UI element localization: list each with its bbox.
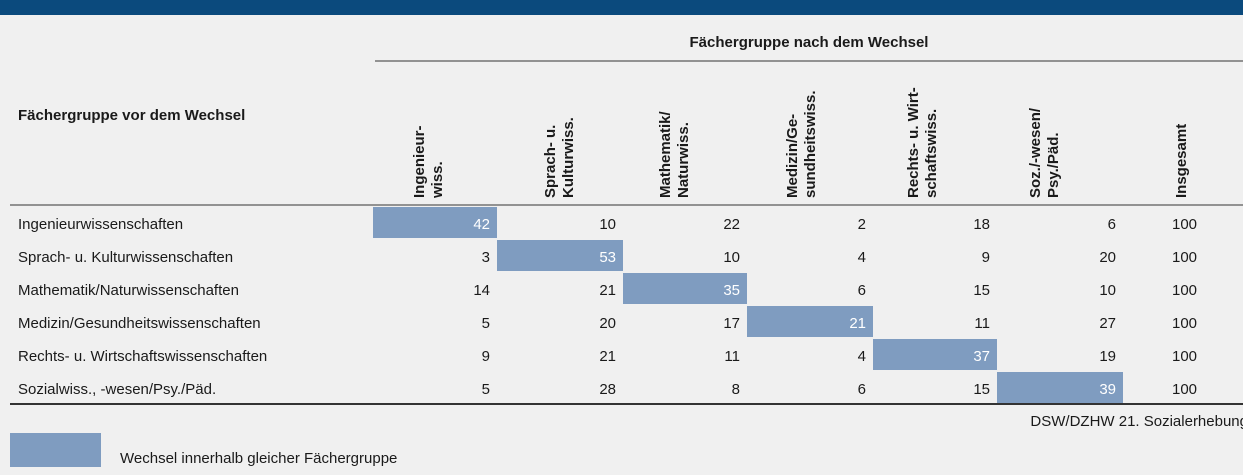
column-header: Ingenieur-	[411, 125, 428, 198]
column-header: wiss.	[429, 161, 446, 199]
cell-value: 28	[599, 381, 616, 398]
highlight-cell	[623, 273, 747, 304]
cell-value: 21	[849, 315, 866, 332]
cell-value: 9	[982, 249, 990, 266]
cell-value: 10	[1099, 282, 1116, 299]
cell-value: 20	[599, 315, 616, 332]
cell-value: 37	[973, 348, 990, 365]
column-header: schaftswiss.	[923, 109, 940, 198]
group-header: Fächergruppe nach dem Wechsel	[690, 34, 929, 51]
cell-value: 15	[973, 381, 990, 398]
highlight-cell	[497, 240, 623, 271]
column-header: Insgesamt	[1173, 124, 1190, 198]
cell-value: 10	[599, 216, 616, 233]
highlight-cell	[997, 372, 1123, 403]
cell-value: 100	[1172, 282, 1197, 299]
row-label: Medizin/Gesundheitswissenschaften	[18, 315, 261, 332]
column-header: Naturwiss.	[675, 122, 692, 198]
cell-value: 2	[858, 216, 866, 233]
column-header: Psy./Päd.	[1045, 132, 1062, 198]
cell-value: 18	[973, 216, 990, 233]
cell-value: 15	[973, 282, 990, 299]
cell-value: 39	[1099, 381, 1116, 398]
cell-value: 11	[724, 348, 740, 365]
column-header: Rechts- u. Wirt-	[905, 87, 922, 198]
cell-value: 11	[974, 315, 990, 332]
cell-value: 6	[858, 381, 866, 398]
row-label: Ingenieurwissenschaften	[18, 216, 183, 233]
legend-text: Wechsel innerhalb gleicher Fächergruppe	[120, 450, 397, 467]
cell-value: 35	[723, 282, 740, 299]
column-header: Kulturwiss.	[560, 117, 577, 198]
cell-value: 4	[858, 348, 866, 365]
cell-value: 17	[723, 315, 740, 332]
row-label: Mathematik/Naturwissenschaften	[18, 282, 239, 299]
cell-value: 6	[858, 282, 866, 299]
row-label: Sozialwiss., -wesen/Psy./Päd.	[18, 381, 216, 398]
column-header: Medizin/Ge-	[784, 114, 801, 198]
cell-value: 5	[482, 381, 490, 398]
cell-value: 100	[1172, 315, 1197, 332]
top-bar	[0, 0, 1243, 15]
row-label: Rechts- u. Wirtschaftswissenschaften	[18, 348, 267, 365]
cell-value: 10	[723, 249, 740, 266]
cell-value: 3	[482, 249, 490, 266]
cell-value: 21	[599, 282, 616, 299]
cell-value: 27	[1099, 315, 1116, 332]
highlight-cell	[747, 306, 873, 337]
cell-value: 22	[723, 216, 740, 233]
cell-value: 21	[599, 348, 616, 365]
cell-value: 53	[599, 249, 616, 266]
cell-value: 8	[732, 381, 740, 398]
row-label: Sprach- u. Kulturwissenschaften	[18, 249, 233, 266]
cell-value: 9	[482, 348, 490, 365]
cell-value: 5	[482, 315, 490, 332]
cell-value: 100	[1172, 249, 1197, 266]
cell-value: 100	[1172, 381, 1197, 398]
highlight-cell	[873, 339, 997, 370]
cell-value: 4	[858, 249, 866, 266]
column-header: sundheitswiss.	[802, 90, 819, 198]
highlight-cell	[373, 207, 497, 238]
cell-value: 42	[473, 216, 490, 233]
cell-value: 20	[1099, 249, 1116, 266]
source: DSW/DZHW 21. Sozialerhebung	[1030, 413, 1243, 430]
column-header: Sprach- u.	[542, 125, 559, 198]
column-header: Mathematik/	[657, 110, 674, 198]
cell-value: 100	[1172, 216, 1197, 233]
cell-value: 14	[473, 282, 490, 299]
cell-value: 19	[1099, 348, 1116, 365]
column-header: Soz./-wesen/	[1027, 107, 1044, 198]
legend-swatch	[10, 433, 101, 467]
cell-value: 100	[1172, 348, 1197, 365]
row-header: Fächergruppe vor dem Wechsel	[18, 107, 245, 124]
cell-value: 6	[1108, 216, 1116, 233]
